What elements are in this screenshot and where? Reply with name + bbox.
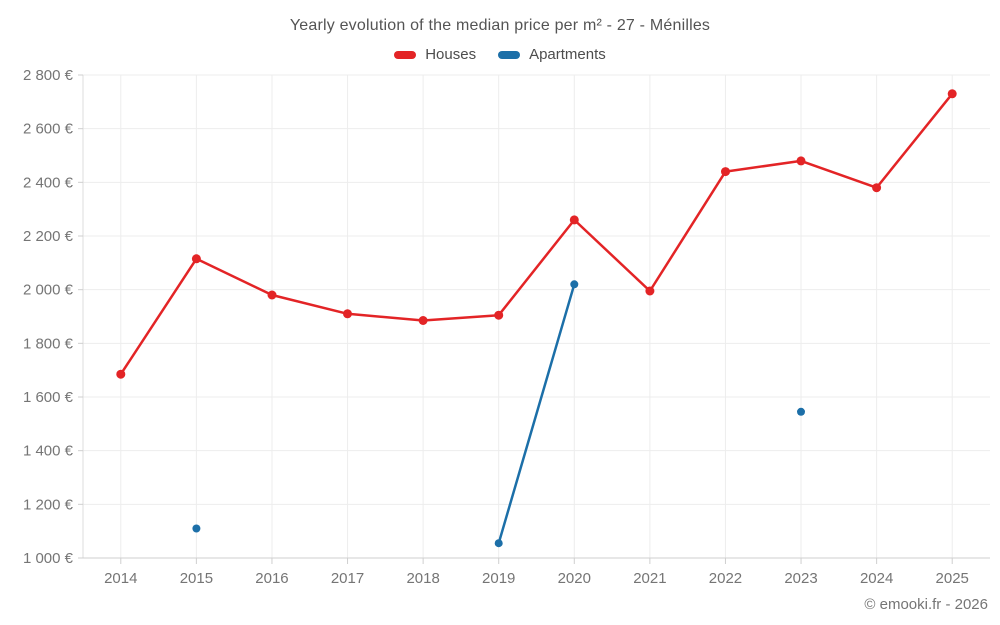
y-tick-label-1600: 1 600 € (23, 389, 74, 406)
y-tick-label-1000: 1 000 € (23, 550, 74, 567)
y-tick-label-2600: 2 600 € (23, 121, 74, 138)
houses-point-2025[interactable] (947, 89, 957, 99)
copyright-text: © emooki.fr - 2026 (864, 596, 988, 613)
houses-legend-swatch-icon (394, 50, 417, 59)
houses-legend-label: Houses (425, 46, 477, 63)
houses-point-2021[interactable] (645, 286, 655, 296)
y-tick-label-1200: 1 200 € (23, 496, 74, 513)
x-tick-label-2020: 2020 (558, 570, 591, 587)
houses-point-2017[interactable] (343, 309, 352, 319)
houses-point-2023[interactable] (796, 156, 806, 166)
x-tick-label-2022: 2022 (709, 570, 742, 587)
apartments-point-2023[interactable] (797, 407, 805, 416)
houses-point-2020[interactable] (569, 215, 579, 225)
apartments-point-2019[interactable] (494, 539, 503, 548)
x-tick-label-2023: 2023 (784, 570, 817, 587)
x-tick-label-2025: 2025 (936, 570, 969, 587)
houses-point-2018[interactable] (418, 316, 428, 325)
x-tick-label-2019: 2019 (482, 570, 515, 587)
apartments-point-2020[interactable] (570, 280, 579, 289)
x-tick-label-2015: 2015 (180, 570, 213, 587)
apartments-legend-label: Apartments (529, 46, 606, 63)
houses-point-2022[interactable] (721, 167, 730, 177)
apartments-legend-swatch-icon (498, 50, 521, 59)
houses-point-2024[interactable] (872, 183, 882, 193)
houses-point-2019[interactable] (494, 310, 504, 320)
legend-item-apartments[interactable]: Apartments (498, 46, 606, 63)
apartments-line (497, 283, 576, 545)
y-tick-label-1400: 1 400 € (23, 443, 74, 460)
y-tick-label-2000: 2 000 € (23, 282, 74, 299)
x-tick-label-2014: 2014 (104, 570, 137, 587)
x-tick-label-2017: 2017 (331, 570, 364, 587)
x-tick-label-2021: 2021 (633, 570, 666, 587)
houses-point-2014[interactable] (116, 369, 126, 379)
apartments-point-2015[interactable] (192, 524, 201, 533)
y-tick-label-2400: 2 400 € (23, 174, 74, 191)
x-tick-label-2024: 2024 (860, 570, 893, 587)
houses-line (119, 92, 954, 376)
legend-item-houses[interactable]: Houses (394, 46, 476, 63)
houses-point-2016[interactable] (267, 290, 277, 300)
y-tick-label-2200: 2 200 € (23, 228, 74, 245)
x-tick-label-2016: 2016 (255, 570, 288, 587)
x-tick-label-2018: 2018 (406, 570, 439, 587)
chart-legend: Houses Apartments (0, 46, 1000, 63)
y-tick-label-1800: 1 800 € (23, 335, 74, 352)
y-tick-label-2800: 2 800 € (23, 67, 74, 84)
houses-point-2015[interactable] (191, 254, 201, 264)
chart-title: Yearly evolution of the median price per… (289, 17, 711, 34)
